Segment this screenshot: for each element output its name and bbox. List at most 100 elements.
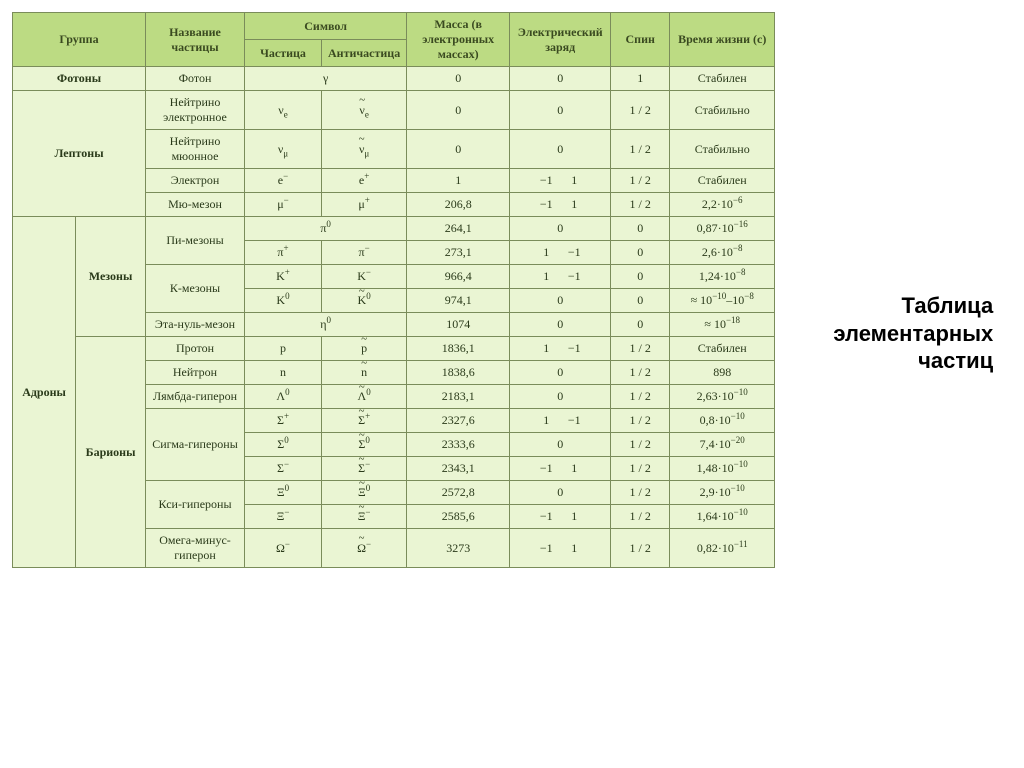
particle-symbol: Λ0 [245, 385, 322, 409]
particle-symbol: Σ− [245, 457, 322, 481]
particle-symbol: K0 [245, 289, 322, 313]
particle-symbol: Σ+ [245, 409, 322, 433]
header-antiparticle: Античастица [322, 40, 407, 67]
header-charge: Электрический заряд [510, 13, 611, 67]
cell-lifetime: 1,48·10−10 [670, 457, 775, 481]
cell-spin: 1 / 2 [611, 433, 670, 457]
table-container: ГруппаНазвание частицыСимволМасса (в эле… [12, 12, 775, 568]
cell-lifetime: 7,4·10−20 [670, 433, 775, 457]
particle-name: Электрон [146, 169, 245, 193]
cell-mass: 2343,1 [407, 457, 510, 481]
cell-spin: 1 / 2 [611, 91, 670, 130]
particle-symbol: n [245, 361, 322, 385]
cell-lifetime: Стабильно [670, 91, 775, 130]
cell-mass: 2585,6 [407, 505, 510, 529]
cell-spin: 0 [611, 289, 670, 313]
particle-symbol: νμ [245, 130, 322, 169]
cell-charge: 0 [510, 361, 611, 385]
antiparticle-symbol: μ+ [322, 193, 407, 217]
cell-charge: 0 [510, 289, 611, 313]
particle-name: Лямбда-гиперон [146, 385, 245, 409]
title-line-1: Таблица [902, 293, 994, 318]
cell-spin: 1 / 2 [611, 169, 670, 193]
particle-symbol: νe [245, 91, 322, 130]
particle-symbol: π+ [245, 241, 322, 265]
cell-charge: −11 [510, 169, 611, 193]
particle-name: Пи-мезоны [146, 217, 245, 265]
cell-charge: 0 [510, 91, 611, 130]
cell-mass: 1074 [407, 313, 510, 337]
cell-mass: 3273 [407, 529, 510, 568]
table-row: БарионыПротонpp1836,11−11 / 2Стабилен [13, 337, 775, 361]
cell-spin: 1 / 2 [611, 130, 670, 169]
antiparticle-symbol: π− [322, 241, 407, 265]
cell-mass: 2572,8 [407, 481, 510, 505]
particle-name: Сигма-гипероны [146, 409, 245, 481]
cell-charge: 0 [510, 130, 611, 169]
cell-mass: 974,1 [407, 289, 510, 313]
particle-symbol: e− [245, 169, 322, 193]
particle-name: Кси-гипероны [146, 481, 245, 529]
cell-spin: 1 / 2 [611, 385, 670, 409]
particle-name: Омега-минус-гиперон [146, 529, 245, 568]
cell-spin: 1 / 2 [611, 409, 670, 433]
cell-spin: 1 / 2 [611, 481, 670, 505]
cell-mass: 0 [407, 91, 510, 130]
cell-spin: 0 [611, 217, 670, 241]
cell-charge: 1−1 [510, 265, 611, 289]
cell-charge: 0 [510, 385, 611, 409]
cell-mass: 1 [407, 169, 510, 193]
cell-charge: −11 [510, 505, 611, 529]
cell-charge: 0 [510, 67, 611, 91]
group-hadrons: Адроны [13, 217, 76, 568]
antiparticle-symbol: νe [322, 91, 407, 130]
cell-spin: 1 / 2 [611, 337, 670, 361]
cell-lifetime: 898 [670, 361, 775, 385]
cell-mass: 966,4 [407, 265, 510, 289]
table-row: ГруппаНазвание частицыСимволМасса (в эле… [13, 13, 775, 40]
header-lifetime: Время жизни (с) [670, 13, 775, 67]
cell-mass: 0 [407, 67, 510, 91]
particle-name: Эта-нуль-мезон [146, 313, 245, 337]
particle-symbol: γ [245, 67, 407, 91]
cell-spin: 1 [611, 67, 670, 91]
particle-symbol: Ξ− [245, 505, 322, 529]
cell-spin: 1 / 2 [611, 529, 670, 568]
cell-lifetime: Стабилен [670, 67, 775, 91]
cell-charge: 1−1 [510, 409, 611, 433]
cell-charge: −11 [510, 529, 611, 568]
table-row: АдроныМезоныПи-мезоныπ0264,1000,87·10−16 [13, 217, 775, 241]
cell-lifetime: 2,6·10−8 [670, 241, 775, 265]
header-group: Группа [13, 13, 146, 67]
table-row: ЛептоныНейтрино электронноеνeνe001 / 2Ст… [13, 91, 775, 130]
cell-mass: 206,8 [407, 193, 510, 217]
cell-charge: 0 [510, 481, 611, 505]
title-line-2: элементарных [833, 321, 993, 346]
cell-mass: 1836,1 [407, 337, 510, 361]
page-title: Таблица элементарных частиц [793, 292, 993, 375]
header-spin: Спин [611, 13, 670, 67]
particle-name: Нейтрон [146, 361, 245, 385]
cell-mass: 2333,6 [407, 433, 510, 457]
cell-spin: 0 [611, 265, 670, 289]
particle-symbol: Σ0 [245, 433, 322, 457]
cell-charge: −11 [510, 193, 611, 217]
particle-name: Мю-мезон [146, 193, 245, 217]
antiparticle-symbol: Ω− [322, 529, 407, 568]
cell-spin: 0 [611, 241, 670, 265]
antiparticle-symbol: K0 [322, 289, 407, 313]
cell-mass: 0 [407, 130, 510, 169]
cell-lifetime: 0,82·10−11 [670, 529, 775, 568]
cell-mass: 2327,6 [407, 409, 510, 433]
cell-lifetime: 1,24·10−8 [670, 265, 775, 289]
cell-spin: 0 [611, 313, 670, 337]
cell-lifetime: 0,8·10−10 [670, 409, 775, 433]
cell-mass: 1838,6 [407, 361, 510, 385]
cell-mass: 273,1 [407, 241, 510, 265]
header-mass: Масса (в электронных массах) [407, 13, 510, 67]
header-symbol: Символ [245, 13, 407, 40]
cell-charge: 1−1 [510, 337, 611, 361]
cell-charge: −11 [510, 457, 611, 481]
particle-name: Нейтрино мюонное [146, 130, 245, 169]
cell-spin: 1 / 2 [611, 361, 670, 385]
